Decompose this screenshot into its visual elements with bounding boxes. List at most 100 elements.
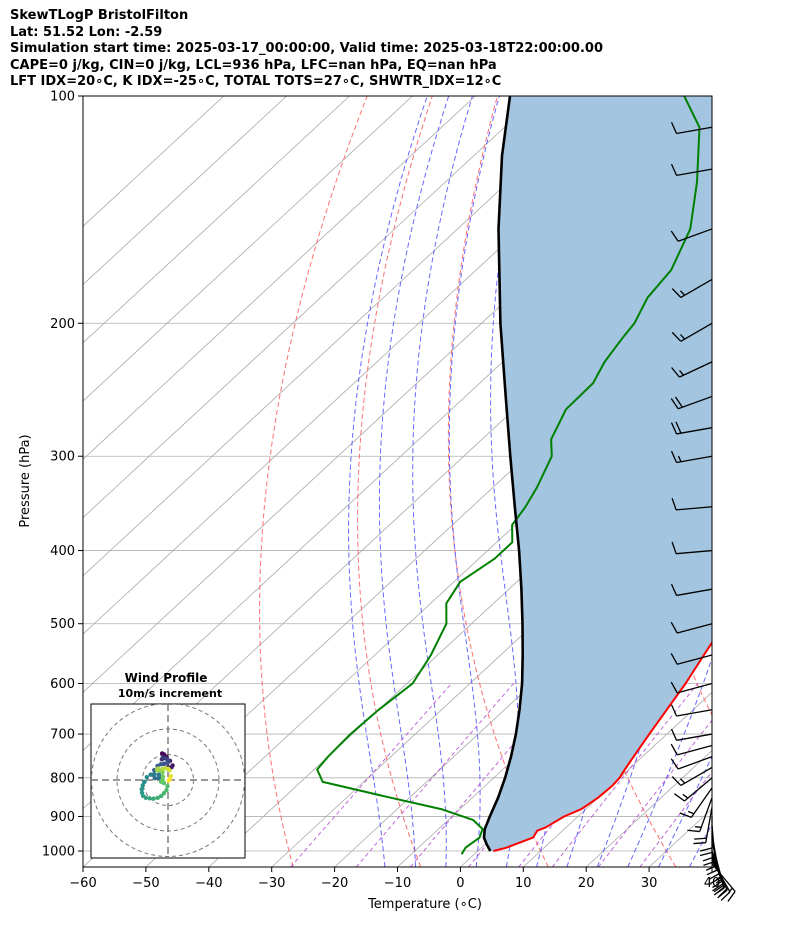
wind-barb <box>671 541 713 555</box>
hodograph-point <box>165 760 170 765</box>
wind-barb <box>670 681 713 694</box>
wind-barb <box>670 450 713 464</box>
x-tick-label: 30 <box>641 876 658 891</box>
hodograph-plot <box>91 704 245 858</box>
hodograph-point <box>165 783 170 789</box>
hodograph-subtitle: 10m/s increment <box>118 687 222 700</box>
chart-title: SkewTLogP BristolFilton <box>10 8 189 23</box>
isotherm <box>83 96 476 460</box>
hodograph-point <box>144 774 150 780</box>
hodograph-point <box>167 768 172 773</box>
wind-barb <box>711 854 725 896</box>
y-tick-label: 300 <box>50 450 75 465</box>
x-tick-label: −50 <box>132 876 159 891</box>
wind-barb <box>670 121 713 135</box>
y-tick-label: 700 <box>50 728 75 743</box>
hodograph-point <box>156 776 161 781</box>
x-tick-label: −10 <box>384 876 411 891</box>
y-axis-label: Pressure (hPa) <box>18 434 33 527</box>
wind-barb <box>670 621 713 634</box>
stability-indices: LFT IDX=20∘C, K IDX=-25∘C, TOTAL TOTS=27… <box>10 74 502 90</box>
isotherm <box>83 96 602 577</box>
moist-adiabat <box>658 755 712 867</box>
wind-barb <box>687 797 713 833</box>
wind-barb <box>670 756 713 770</box>
y-tick-label: 200 <box>50 317 75 332</box>
chart-header: SkewTLogP BristolFilton Lat: 51.52 Lon: … <box>10 8 603 91</box>
parcel-profile-line <box>482 96 524 852</box>
wind-barb <box>671 498 713 511</box>
wind-barb <box>671 766 713 786</box>
isotherm <box>711 866 712 867</box>
wind-barb <box>670 653 713 665</box>
y-tick-label: 1000 <box>42 845 75 860</box>
moist-adiabat <box>448 96 500 867</box>
x-tick-label: 10 <box>515 876 532 891</box>
x-tick-label: 20 <box>578 876 595 891</box>
wind-barb <box>699 816 713 857</box>
wind-barb <box>670 583 713 597</box>
moist-adiabat <box>412 96 473 867</box>
hodograph-point <box>148 772 153 777</box>
moist-adiabat <box>720 96 794 867</box>
wind-barb <box>674 777 713 802</box>
wind-barb <box>670 728 713 741</box>
x-tick-label: −60 <box>69 876 96 891</box>
wind-barb <box>679 787 713 819</box>
cin-shading <box>484 96 712 851</box>
wind-barb <box>671 278 713 299</box>
hodograph-point <box>164 788 169 793</box>
hodograph-point <box>161 791 167 796</box>
x-tick-label: −40 <box>195 876 222 891</box>
isotherm <box>83 96 539 519</box>
wind-barb <box>670 228 713 242</box>
wind-barb <box>670 704 713 717</box>
hodograph-point <box>158 793 164 799</box>
wind-barb <box>670 421 713 435</box>
x-tick-label: −20 <box>321 876 348 891</box>
wind-barb <box>670 163 713 177</box>
y-tick-label: 900 <box>50 810 75 825</box>
dewpoint-line <box>316 96 701 855</box>
mixing-ratio-line <box>355 683 514 867</box>
convective-parameters: CAPE=0 j/kg, CIN=0 j/kg, LCL=936 hPa, LF… <box>10 57 497 73</box>
y-tick-label: 800 <box>50 771 75 786</box>
wind-barb <box>670 395 713 410</box>
isotherm <box>83 96 287 286</box>
hodograph-point <box>160 774 166 779</box>
moist-adiabat <box>752 96 794 867</box>
moist-adiabat <box>627 656 712 867</box>
hodograph-point <box>152 771 157 777</box>
hodograph-point <box>142 779 147 784</box>
hodograph-point <box>166 778 171 783</box>
hodograph-point <box>151 796 156 801</box>
wind-barb <box>671 361 713 378</box>
y-tick-label: 400 <box>50 544 75 559</box>
hodograph-point <box>162 761 167 766</box>
hodograph-point <box>140 783 145 788</box>
mixing-ratio-line <box>290 683 452 867</box>
y-tick-label: 500 <box>50 617 75 632</box>
hodograph-point <box>152 776 157 781</box>
hodograph-point <box>147 796 152 801</box>
y-tick-label: 100 <box>50 90 75 105</box>
wind-barb <box>670 743 713 756</box>
isotherm <box>334 517 712 867</box>
station-location: Lat: 51.52 Lon: -2.59 <box>10 24 163 40</box>
hodograph-point <box>158 761 164 767</box>
y-tick-label: 600 <box>50 677 75 692</box>
dry-adiabat <box>757 96 794 867</box>
isotherm <box>83 96 225 227</box>
simulation-times: Simulation start time: 2025-03-17_00:00:… <box>10 41 603 57</box>
x-tick-label: 0 <box>456 876 464 891</box>
hodograph-point <box>156 766 161 771</box>
hodograph-point <box>143 795 149 801</box>
hodograph-title: Wind Profile <box>125 671 208 685</box>
isotherm <box>83 96 413 402</box>
wind-barb <box>693 807 713 845</box>
mixing-ratio-line <box>598 719 712 867</box>
hodograph-point <box>139 786 144 792</box>
hodograph-point <box>155 795 160 801</box>
x-tick-label: −30 <box>258 876 285 891</box>
